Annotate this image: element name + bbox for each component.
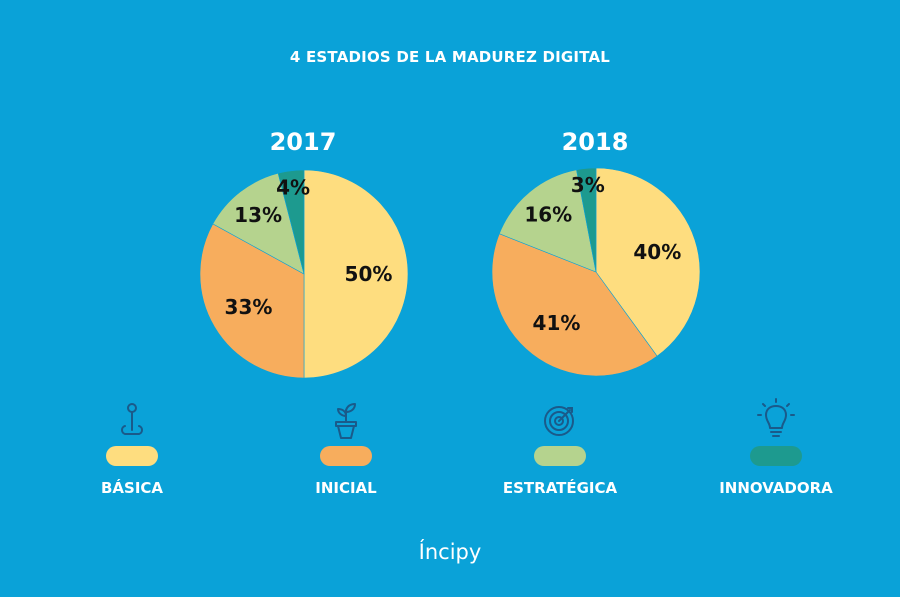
- pie-label-2018-innovadora: 3%: [571, 173, 605, 197]
- legend-swatch-innovadora: [750, 446, 802, 466]
- pie-label-2017-estrategica: 13%: [234, 203, 282, 227]
- target-icon: [544, 406, 574, 436]
- pie-title-2017: 2017: [269, 128, 337, 156]
- pie-label-2018-estrategica: 16%: [524, 202, 572, 226]
- pie-charts: 50% 33% 13% 4% 40% 41% 16% 3%: [199, 167, 701, 379]
- pie-slice-2018-innovadora: [576, 167, 597, 273]
- legend-swatch-basica: [106, 446, 158, 466]
- plant-pot-icon: [335, 403, 357, 439]
- pie-label-2017-innovadora: 4%: [276, 175, 310, 199]
- pie-slice-2017-estrategica: [212, 172, 305, 275]
- legend-label-basica: BÁSICA: [100, 479, 164, 497]
- chart-title: 4 ESTADIOS DE LA MADUREZ DIGITAL: [289, 48, 611, 66]
- brand-logo-text: Íncipy: [418, 540, 482, 564]
- pie-label-2018-inicial: 41%: [533, 311, 581, 335]
- pie-label-2018-basica: 40%: [633, 240, 681, 264]
- lightbulb-icon: [757, 398, 795, 437]
- pie-slice-2017-basica: [303, 169, 409, 379]
- legend-swatch-estrategica: [534, 446, 586, 466]
- pie-slice-2018-estrategica: [498, 169, 597, 273]
- map-pin-icon: [121, 403, 143, 435]
- pie-slice-2018-basica: [595, 167, 701, 357]
- legend-item-inicial: INICIAL: [256, 398, 436, 497]
- pie-label-2017-inicial: 33%: [225, 295, 273, 319]
- pie-label-2017-basica: 50%: [345, 262, 393, 286]
- legend-label-estrategica: ESTRATÉGICA: [502, 479, 618, 497]
- legend-item-innovadora: INNOVADORA: [686, 398, 866, 497]
- legend-label-innovadora: INNOVADORA: [719, 479, 833, 497]
- legend-item-basica: BÁSICA: [42, 398, 222, 497]
- legend-swatch-inicial: [320, 446, 372, 466]
- pie-slice-2018-inicial: [491, 233, 658, 377]
- pie-slice-2017-inicial: [199, 223, 305, 379]
- legend-item-estrategica: ESTRATÉGICA: [470, 398, 650, 497]
- pie-title-2018: 2018: [561, 128, 629, 156]
- pie-slice-2017-innovadora: [277, 169, 305, 275]
- legend-label-inicial: INICIAL: [315, 479, 377, 497]
